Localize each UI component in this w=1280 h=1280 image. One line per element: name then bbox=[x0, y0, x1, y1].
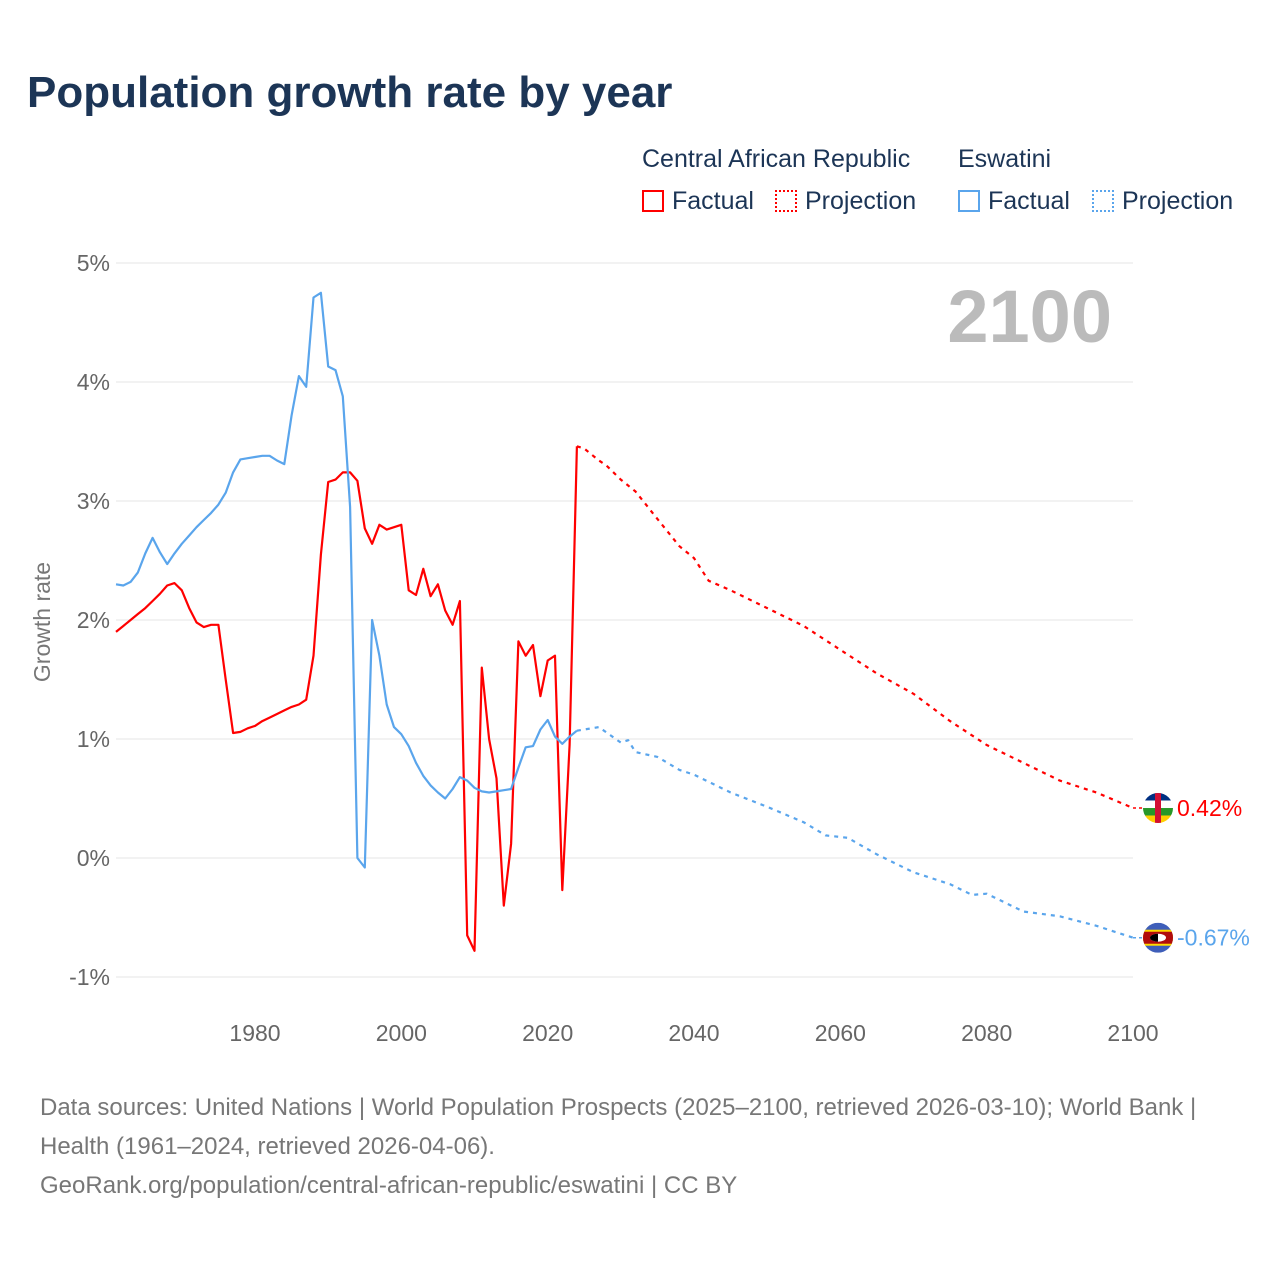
x-tick-label: 2100 bbox=[1107, 1020, 1158, 1046]
end-value-label: -0.67% bbox=[1177, 925, 1250, 951]
footer: Data sources: United Nations | World Pop… bbox=[40, 1088, 1240, 1205]
y-tick-label: 2% bbox=[77, 607, 110, 633]
chart-title: Population growth rate by year bbox=[27, 68, 673, 117]
y-tick-label: 4% bbox=[77, 369, 110, 395]
series-line-central-african-republic-projection bbox=[576, 445, 1134, 810]
y-tick-label: 0% bbox=[77, 845, 110, 871]
legend-eswatini-factual[interactable]: Factual bbox=[958, 187, 1070, 216]
x-tick-label: 1980 bbox=[229, 1020, 280, 1046]
legend-label: Factual bbox=[672, 187, 754, 215]
series-line-eswatini-factual bbox=[115, 291, 578, 869]
legend-car-projection[interactable]: Projection bbox=[775, 187, 916, 216]
x-tick-label: 2080 bbox=[961, 1020, 1012, 1046]
legend-eswatini-projection[interactable]: Projection bbox=[1092, 187, 1233, 216]
x-tick-label: 2000 bbox=[376, 1020, 427, 1046]
legend-label: Projection bbox=[1122, 187, 1234, 215]
x-tick-label: 2040 bbox=[668, 1020, 719, 1046]
y-tick-label: 5% bbox=[77, 250, 110, 276]
legend-group-eswatini: Eswatini bbox=[958, 145, 1052, 173]
x-tick-label: 2060 bbox=[815, 1020, 866, 1046]
eswatini-flag-icon bbox=[1143, 922, 1173, 953]
series-line-central-african-republic-factual bbox=[115, 446, 578, 952]
legend-label: Projection bbox=[805, 187, 917, 215]
legend-swatch-solid bbox=[642, 190, 664, 212]
legend-label: Factual bbox=[988, 187, 1070, 215]
legend-swatch-solid bbox=[958, 190, 980, 212]
year-watermark: 2100 bbox=[947, 275, 1112, 358]
y-axis-label: Growth rate bbox=[29, 562, 55, 682]
legend-swatch-dotted bbox=[1092, 190, 1114, 212]
x-tick-label: 2020 bbox=[522, 1020, 573, 1046]
plot-area: 2100 Growth rate 5% 4% 3% 2% 1% 0% -1% 1980 2000… bbox=[29, 250, 1250, 1046]
source-url[interactable]: GeoRank.org/population/central-african-r… bbox=[40, 1172, 738, 1199]
y-tick-label: -1% bbox=[69, 964, 110, 990]
y-tick-label: 1% bbox=[77, 726, 110, 752]
series-line-eswatini-projection bbox=[576, 725, 1134, 939]
legend-group-car: Central African Republic bbox=[642, 145, 911, 173]
car-flag-icon bbox=[1143, 793, 1173, 824]
legend-car-factual[interactable]: Factual bbox=[642, 187, 754, 216]
y-tick-label: 3% bbox=[77, 488, 110, 514]
data-sources: Data sources: United Nations | World Pop… bbox=[40, 1094, 1197, 1160]
end-value-label: 0.42% bbox=[1177, 795, 1242, 821]
legend-swatch-dotted bbox=[775, 190, 797, 212]
